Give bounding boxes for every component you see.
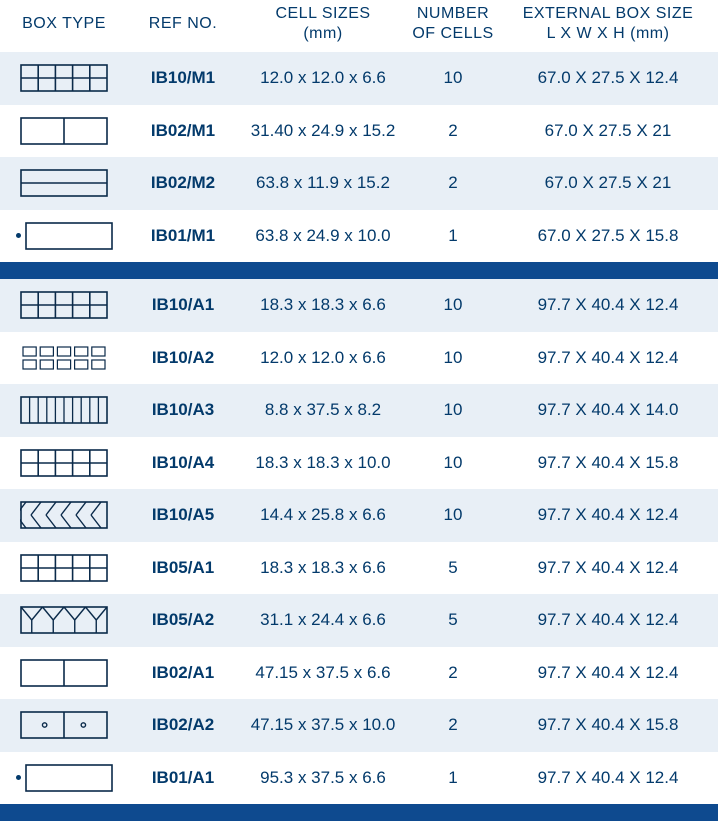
table-row: IB10/A2 12.0 x 12.0 x 6.6 10 97.7 X 40.4… xyxy=(0,332,718,385)
num-cells: 10 xyxy=(408,348,498,368)
table-row: IB10/A4 18.3 x 18.3 x 10.0 10 97.7 X 40.… xyxy=(0,437,718,490)
ext-size: 97.7 X 40.4 X 12.4 xyxy=(498,610,718,630)
ext-size: 97.7 X 40.4 X 12.4 xyxy=(498,295,718,315)
dot-icon xyxy=(16,233,21,238)
num-cells: 2 xyxy=(408,173,498,193)
num-cells: 10 xyxy=(408,505,498,525)
ext-size: 97.7 X 40.4 X 12.4 xyxy=(498,768,718,788)
box-type-icon xyxy=(0,711,128,739)
box-type-icon xyxy=(0,764,128,792)
hdr-box-type: BOX TYPE xyxy=(0,14,128,34)
num-cells: 2 xyxy=(408,121,498,141)
table-row: IB10/A1 18.3 x 18.3 x 6.6 10 97.7 X 40.4… xyxy=(0,279,718,332)
box-type-icon xyxy=(0,169,128,197)
table-row: IB05/A2 31.1 x 24.4 x 6.6 5 97.7 X 40.4 … xyxy=(0,594,718,647)
ref-no: IB10/A1 xyxy=(128,295,238,315)
ref-no: IB05/A1 xyxy=(128,558,238,578)
ext-size: 97.7 X 40.4 X 15.8 xyxy=(498,453,718,473)
ext-size: 67.0 X 27.5 X 12.4 xyxy=(498,68,718,88)
ext-size: 97.7 X 40.4 X 12.4 xyxy=(498,558,718,578)
num-cells: 5 xyxy=(408,558,498,578)
num-cells: 10 xyxy=(408,68,498,88)
table-row: IB10/A5 14.4 x 25.8 x 6.6 10 97.7 X 40.4… xyxy=(0,489,718,542)
table-row: IB02/M2 63.8 x 11.9 x 15.2 2 67.0 X 27.5… xyxy=(0,157,718,210)
ref-no: IB05/A2 xyxy=(128,610,238,630)
box-type-icon xyxy=(0,117,128,145)
box-type-icon xyxy=(0,501,128,529)
group-separator xyxy=(0,262,718,279)
ext-size: 97.7 X 40.4 X 12.4 xyxy=(498,505,718,525)
cell-sizes: 12.0 x 12.0 x 6.6 xyxy=(238,68,408,88)
table-row: IB02/A1 47.15 x 37.5 x 6.6 2 97.7 X 40.4… xyxy=(0,647,718,700)
ref-no: IB02/A2 xyxy=(128,715,238,735)
ref-no: IB10/A4 xyxy=(128,453,238,473)
table-row: IB05/A1 18.3 x 18.3 x 6.6 5 97.7 X 40.4 … xyxy=(0,542,718,595)
table-row: IB10/A3 8.8 x 37.5 x 8.2 10 97.7 X 40.4 … xyxy=(0,384,718,437)
dot-icon xyxy=(16,775,21,780)
cell-sizes: 63.8 x 24.9 x 10.0 xyxy=(238,226,408,246)
num-cells: 10 xyxy=(408,400,498,420)
num-cells: 5 xyxy=(408,610,498,630)
cell-sizes: 95.3 x 37.5 x 6.6 xyxy=(238,768,408,788)
cell-sizes: 14.4 x 25.8 x 6.6 xyxy=(238,505,408,525)
cell-sizes: 63.8 x 11.9 x 15.2 xyxy=(238,173,408,193)
table-row: IB02/A2 47.15 x 37.5 x 10.0 2 97.7 X 40.… xyxy=(0,699,718,752)
group-separator xyxy=(0,804,718,821)
num-cells: 2 xyxy=(408,715,498,735)
num-cells: 1 xyxy=(408,768,498,788)
ref-no: IB10/A2 xyxy=(128,348,238,368)
box-spec-table: BOX TYPE REF NO. CELL SIZES(mm) NUMBEROF… xyxy=(0,0,718,821)
table-row: IB10/M1 12.0 x 12.0 x 6.6 10 67.0 X 27.5… xyxy=(0,52,718,105)
num-cells: 1 xyxy=(408,226,498,246)
cell-sizes: 12.0 x 12.0 x 6.6 xyxy=(238,348,408,368)
ext-size: 97.7 X 40.4 X 14.0 xyxy=(498,400,718,420)
ext-size: 67.0 X 27.5 X 21 xyxy=(498,121,718,141)
cell-sizes: 47.15 x 37.5 x 10.0 xyxy=(238,715,408,735)
num-cells: 10 xyxy=(408,453,498,473)
box-type-icon xyxy=(0,554,128,582)
ref-no: IB02/M2 xyxy=(128,173,238,193)
hdr-num-cells: NUMBEROF CELLS xyxy=(408,4,498,44)
table-header: BOX TYPE REF NO. CELL SIZES(mm) NUMBEROF… xyxy=(0,0,718,52)
ext-size: 97.7 X 40.4 X 12.4 xyxy=(498,348,718,368)
box-type-icon xyxy=(0,659,128,687)
hdr-ref-no: REF NO. xyxy=(128,14,238,34)
ext-size: 97.7 X 40.4 X 15.8 xyxy=(498,715,718,735)
cell-sizes: 31.1 x 24.4 x 6.6 xyxy=(238,610,408,630)
ref-no: IB01/A1 xyxy=(128,768,238,788)
num-cells: 2 xyxy=(408,663,498,683)
cell-sizes: 47.15 x 37.5 x 6.6 xyxy=(238,663,408,683)
ref-no: IB10/M1 xyxy=(128,68,238,88)
table-row: IB01/M1 63.8 x 24.9 x 10.0 1 67.0 X 27.5… xyxy=(0,210,718,263)
box-type-icon xyxy=(0,291,128,319)
ref-no: IB10/A3 xyxy=(128,400,238,420)
box-type-icon xyxy=(0,64,128,92)
cell-sizes: 18.3 x 18.3 x 6.6 xyxy=(238,295,408,315)
table-row: IB02/M1 31.40 x 24.9 x 15.2 2 67.0 X 27.… xyxy=(0,105,718,158)
box-type-icon xyxy=(0,449,128,477)
cell-sizes: 8.8 x 37.5 x 8.2 xyxy=(238,400,408,420)
table-row: IB01/A1 95.3 x 37.5 x 6.6 1 97.7 X 40.4 … xyxy=(0,752,718,805)
box-type-icon xyxy=(0,222,128,250)
ref-no: IB02/A1 xyxy=(128,663,238,683)
hdr-cell-sizes: CELL SIZES(mm) xyxy=(238,4,408,44)
box-type-icon xyxy=(0,606,128,634)
hdr-ext-size: EXTERNAL BOX SIZEL X W X H (mm) xyxy=(498,4,718,44)
box-type-icon xyxy=(0,344,128,372)
ref-no: IB10/A5 xyxy=(128,505,238,525)
ext-size: 97.7 X 40.4 X 12.4 xyxy=(498,663,718,683)
ext-size: 67.0 X 27.5 X 15.8 xyxy=(498,226,718,246)
ext-size: 67.0 X 27.5 X 21 xyxy=(498,173,718,193)
num-cells: 10 xyxy=(408,295,498,315)
cell-sizes: 31.40 x 24.9 x 15.2 xyxy=(238,121,408,141)
box-type-icon xyxy=(0,396,128,424)
cell-sizes: 18.3 x 18.3 x 10.0 xyxy=(238,453,408,473)
ref-no: IB02/M1 xyxy=(128,121,238,141)
ref-no: IB01/M1 xyxy=(128,226,238,246)
cell-sizes: 18.3 x 18.3 x 6.6 xyxy=(238,558,408,578)
